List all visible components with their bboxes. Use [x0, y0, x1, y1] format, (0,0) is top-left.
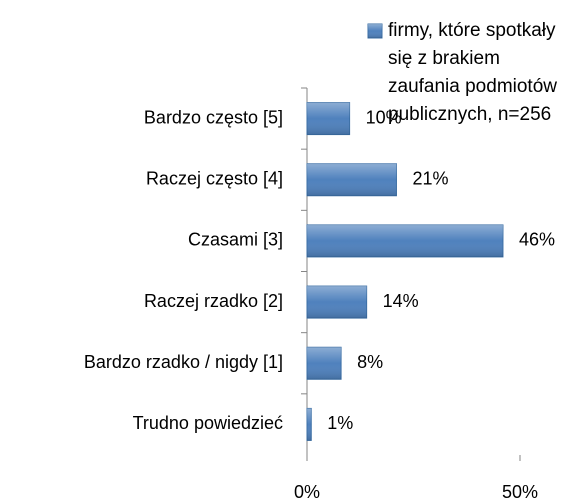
- bar-shade: [307, 286, 367, 319]
- y-tick-label: Bardzo często [5]: [144, 107, 283, 127]
- y-tick-label: Trudno powiedzieć: [133, 413, 283, 433]
- legend-label: firmy, które spotkały się z brakiem zauf…: [388, 20, 557, 125]
- data-label: 8%: [357, 352, 383, 372]
- x-tick-label: 0%: [294, 482, 320, 502]
- bar-shade: [307, 408, 312, 441]
- data-label: 21%: [412, 169, 448, 189]
- legend-swatch-shade: [368, 24, 382, 38]
- bar-shade: [307, 224, 503, 257]
- y-tick-label: Czasami [3]: [188, 230, 283, 250]
- y-tick-label: Bardzo rzadko / nigdy [1]: [84, 352, 283, 372]
- data-label: 10%: [366, 107, 402, 127]
- bar-shade: [307, 347, 342, 380]
- data-label: 14%: [383, 291, 419, 311]
- data-label: 46%: [519, 230, 555, 250]
- data-label: 1%: [327, 413, 353, 433]
- y-tick-label: Raczej rzadko [2]: [144, 291, 283, 311]
- bar-shade: [307, 102, 350, 135]
- x-tick-label: 50%: [502, 482, 538, 502]
- y-tick-label: Raczej często [4]: [146, 169, 283, 189]
- bar-shade: [307, 163, 397, 196]
